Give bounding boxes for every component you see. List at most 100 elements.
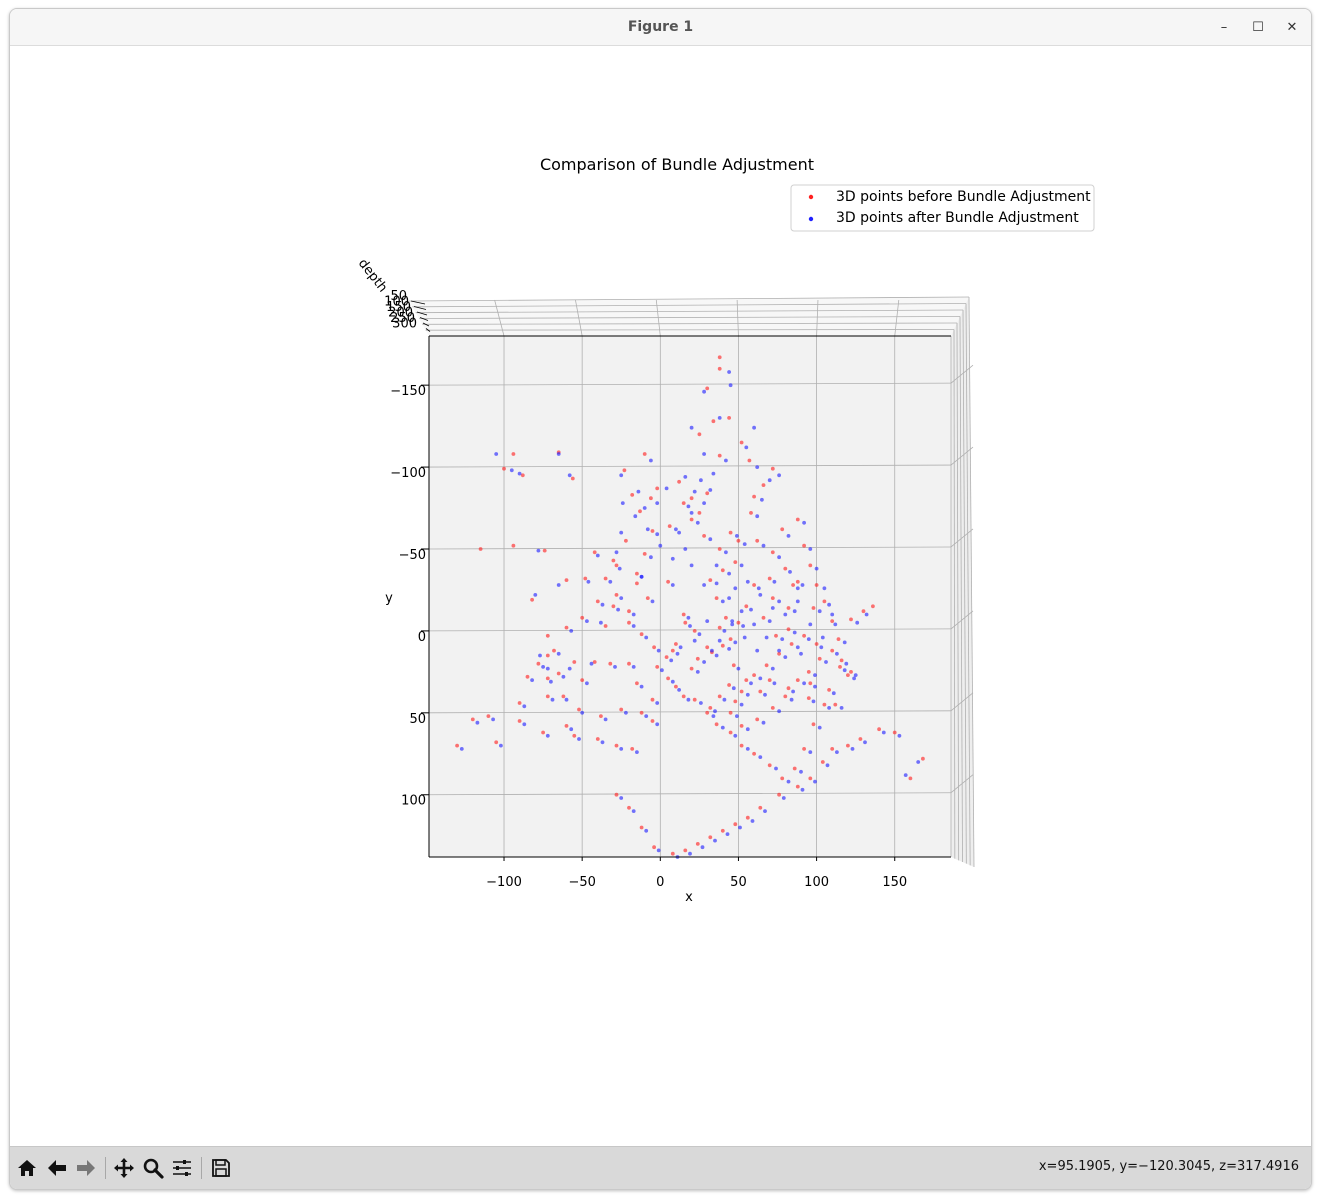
point-before [783, 566, 788, 571]
point-before [638, 509, 642, 514]
forward-button[interactable] [73, 1155, 99, 1181]
pan-button[interactable] [111, 1155, 137, 1181]
figure-canvas[interactable]: Comparison of Bundle Adjustment −100 −50 0… [10, 46, 1311, 1146]
point-before [802, 543, 806, 548]
point-before [664, 655, 669, 659]
point-after [635, 750, 639, 754]
point-before [846, 673, 850, 677]
x-grid-line-top [894, 299, 900, 337]
point-before [736, 538, 741, 543]
point-after [595, 553, 600, 558]
point-before [861, 609, 866, 614]
point-before [827, 688, 831, 692]
z-tick-label: 100 [384, 295, 409, 310]
y-grid-line-side [950, 692, 974, 712]
point-after [530, 678, 534, 682]
point-after [770, 666, 775, 671]
chart-svg[interactable]: Comparison of Bundle Adjustment −100 −50 0… [9, 8, 1312, 1190]
point-before [614, 563, 619, 568]
point-after [533, 593, 538, 597]
point-after [459, 747, 464, 751]
point-after [649, 555, 653, 560]
point-before [720, 568, 725, 573]
point-after [756, 586, 761, 591]
point-before [670, 648, 675, 653]
point-after [813, 684, 817, 689]
save-button[interactable] [208, 1155, 234, 1181]
point-after [799, 769, 803, 774]
point-after [714, 581, 719, 586]
point-after [761, 543, 766, 548]
point-before [580, 615, 585, 620]
point-after [702, 452, 706, 456]
point-before [622, 468, 627, 473]
tick-labels: −100 −50 0 50 100 150−150−100−500501005010015… [384, 289, 907, 890]
point-after [713, 838, 717, 843]
point-after [852, 676, 856, 681]
point-after [608, 579, 613, 584]
point-after [545, 733, 550, 738]
point-before [635, 581, 639, 586]
point-after [675, 651, 680, 656]
point-after [692, 489, 697, 494]
y-grid-line-side [950, 446, 974, 466]
point-after [717, 416, 722, 420]
point-before [830, 648, 835, 653]
maximize-button[interactable]: ☐ [1252, 20, 1264, 35]
point-after [741, 624, 745, 628]
close-button[interactable]: ✕ [1286, 20, 1298, 35]
point-before [649, 496, 653, 501]
point-before [833, 702, 838, 707]
point-before [728, 637, 733, 641]
point-after [817, 609, 822, 614]
point-before [770, 706, 775, 710]
point-after [475, 720, 480, 725]
point-before [697, 432, 702, 437]
point-after [897, 733, 902, 738]
title-bar[interactable]: Figure 1 – ☐ ✕ [10, 9, 1311, 46]
point-after [755, 514, 760, 519]
point-before [739, 724, 744, 728]
point-after [549, 679, 553, 684]
point-before [745, 815, 750, 820]
point-before [795, 517, 800, 522]
point-before [564, 724, 569, 728]
y-axis-label: y [385, 591, 393, 606]
point-after [916, 760, 921, 764]
point-before [849, 617, 853, 622]
x-axis-label: x [685, 890, 693, 905]
zoom-button[interactable] [140, 1155, 166, 1181]
point-before [511, 543, 516, 548]
point-before [755, 538, 760, 543]
legend: 3D points before Bundle Adjustment 3D po… [790, 184, 1095, 232]
point-after [799, 651, 803, 656]
point-before [711, 419, 716, 424]
point-after [735, 534, 739, 538]
y-grid-line-side [950, 610, 974, 630]
point-before [786, 686, 791, 691]
point-before [808, 776, 813, 781]
minimize-button[interactable]: – [1220, 20, 1228, 35]
point-after [639, 684, 644, 689]
home-button[interactable] [14, 1155, 40, 1181]
point-after [561, 674, 566, 679]
point-after [620, 501, 625, 505]
point-after [710, 648, 714, 653]
point-after [633, 514, 638, 519]
point-before [545, 676, 550, 681]
point-after [795, 645, 800, 650]
point-before [695, 656, 700, 661]
depth-plane-edge [953, 329, 956, 859]
point-after [550, 697, 555, 702]
point-after [644, 828, 649, 833]
configure-subplots-button[interactable] [169, 1155, 195, 1181]
point-after [686, 504, 691, 509]
point-before [806, 670, 811, 674]
point-after [767, 478, 772, 483]
point-after [720, 725, 725, 730]
point-before [808, 563, 813, 568]
point-after [777, 648, 781, 653]
point-after [727, 647, 731, 651]
point-before [614, 792, 619, 797]
back-button[interactable] [44, 1155, 70, 1181]
